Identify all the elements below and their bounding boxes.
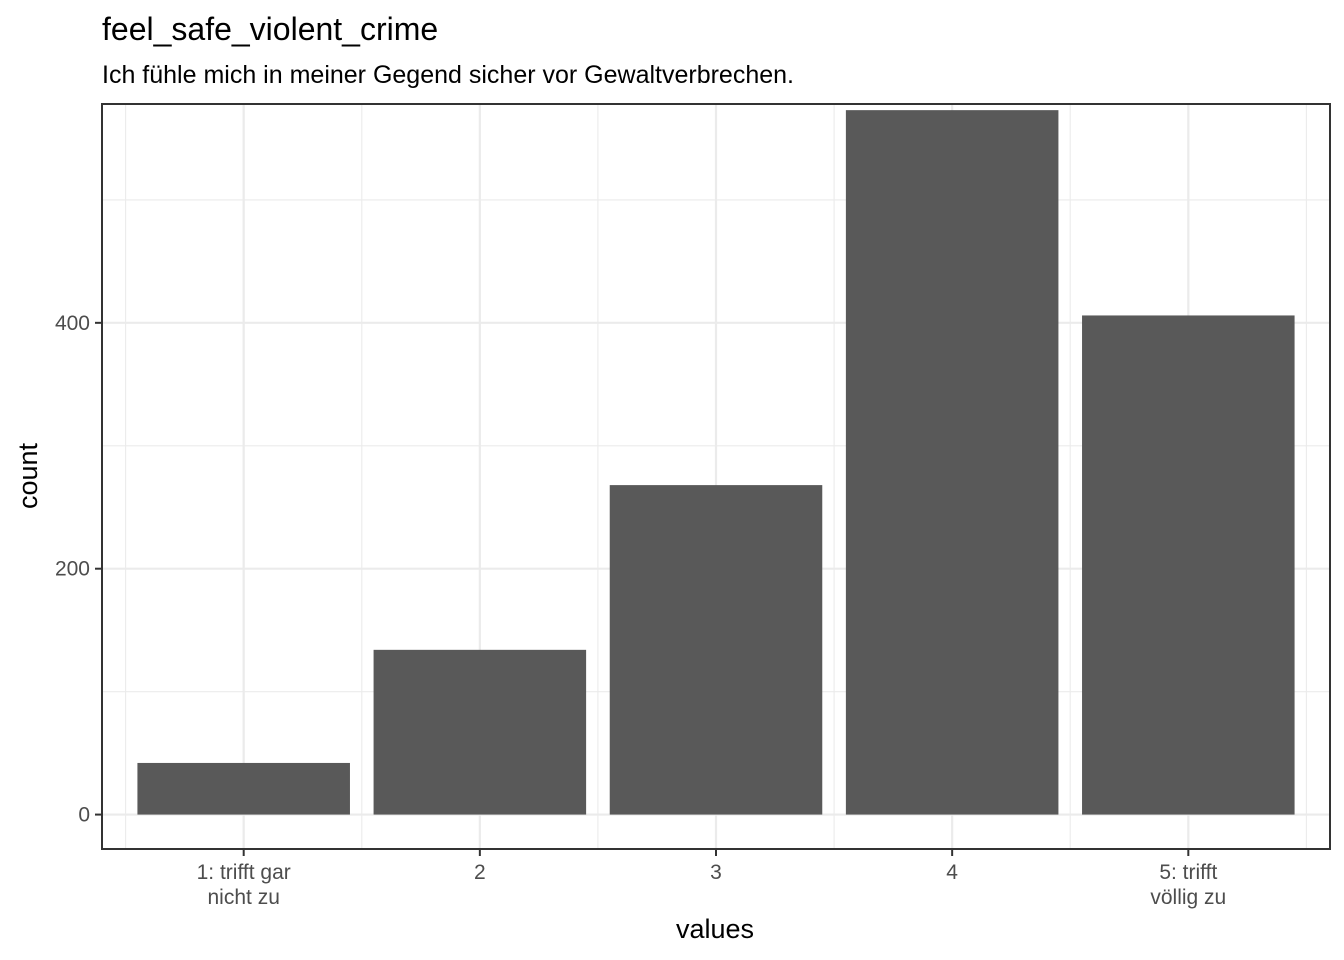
chart-title: feel_safe_violent_crime [102,11,438,47]
y-tick-label: 200 [55,558,90,581]
y-tick-label: 400 [55,312,90,335]
bar [609,485,823,815]
y-axis: 0 200 400 [55,312,102,827]
x-axis-title: values [676,914,754,944]
x-tick-label: 4 [946,861,958,884]
x-tick-label: 1: trifft gar nicht zu [197,861,291,909]
x-tick-label: 2 [474,861,486,884]
bar [137,762,350,815]
y-axis-title: count [13,442,43,509]
x-tick-label: 3 [710,861,722,884]
x-tick-label: 5: trifft völlig zu [1150,861,1226,909]
x-axis: 1: trifft gar nicht zu 2 3 4 5: trifft völlig … [197,849,1226,909]
y-tick-label: 0 [78,804,90,827]
bar [1082,315,1295,815]
chart-subtitle: Ich fühle mich in meiner Gegend sicher v… [102,61,794,89]
bar [845,110,1059,815]
bar [373,649,587,815]
bars [137,110,1295,815]
